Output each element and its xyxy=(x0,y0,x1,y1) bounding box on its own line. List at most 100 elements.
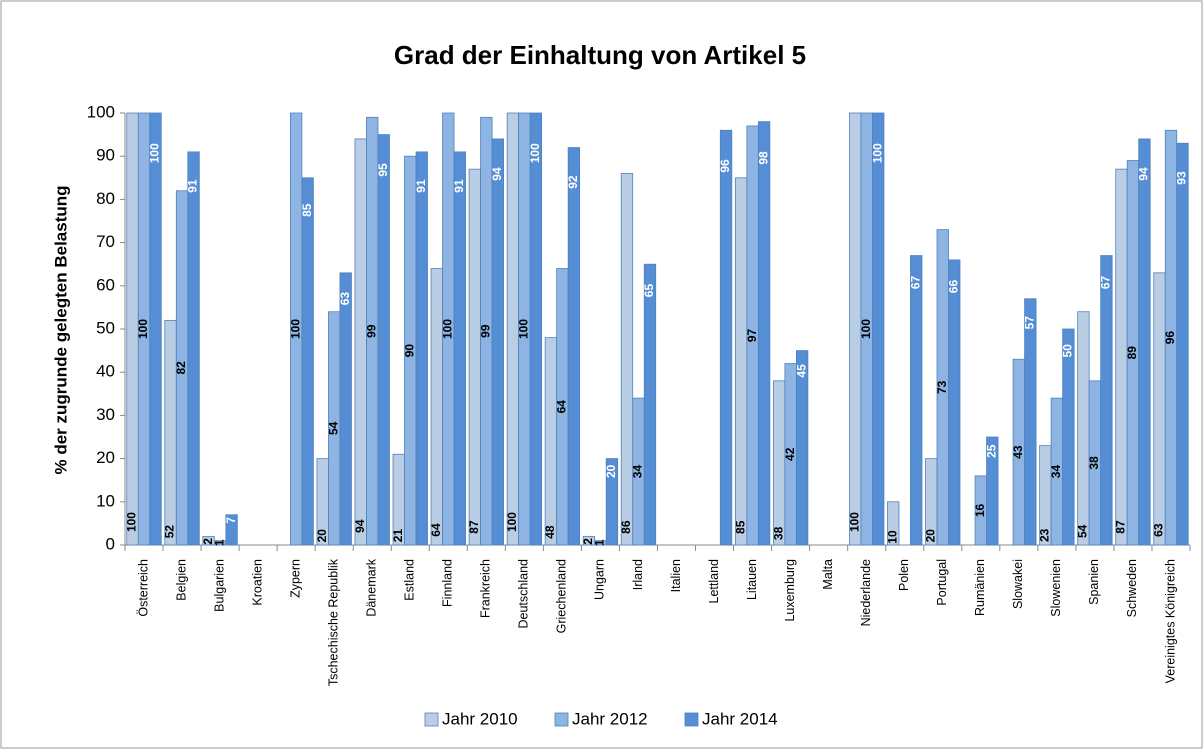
x-tick-label: Vereinigtes Königreich xyxy=(1163,559,1177,683)
bar xyxy=(772,380,786,546)
bar xyxy=(719,129,733,546)
data-label: 20 xyxy=(604,464,618,478)
bar xyxy=(1062,328,1075,546)
data-label: 94 xyxy=(353,519,367,533)
x-tick-label: Ungarn xyxy=(593,559,607,600)
bar xyxy=(468,168,481,546)
data-label: 50 xyxy=(1061,344,1075,358)
x-tick-label: Litauen xyxy=(745,559,759,600)
data-label: 99 xyxy=(479,324,493,338)
data-label: 67 xyxy=(1099,276,1113,290)
x-tick-label: Lettland xyxy=(707,559,721,604)
bar xyxy=(1138,138,1151,546)
x-tick-label: Frankreich xyxy=(479,559,493,618)
data-label: 100 xyxy=(125,512,139,532)
legend-swatch xyxy=(554,712,569,727)
legend-swatch xyxy=(424,712,439,727)
bar xyxy=(149,112,162,546)
data-label: 2 xyxy=(201,538,215,545)
data-label: 10 xyxy=(885,530,899,544)
data-label: 34 xyxy=(631,465,645,479)
x-tick-label: Spanien xyxy=(1087,559,1101,605)
x-tick-label: Estland xyxy=(403,559,417,601)
legend-label: Jahr 2010 xyxy=(442,709,518,728)
x-tick-label: Luxemburg xyxy=(783,559,797,622)
bar xyxy=(872,112,885,546)
x-tick-label: Griechenland xyxy=(555,559,569,633)
data-label: 96 xyxy=(718,159,732,173)
bar xyxy=(529,112,543,546)
data-label: 82 xyxy=(174,361,188,375)
data-label: 87 xyxy=(1114,520,1128,534)
y-tick-label: 70 xyxy=(96,232,115,251)
data-label: 63 xyxy=(338,292,352,306)
x-tick-label: Slowakei xyxy=(1011,559,1025,609)
data-label: 25 xyxy=(984,444,998,458)
data-label: 20 xyxy=(923,529,937,543)
bar xyxy=(986,436,999,546)
data-label: 16 xyxy=(973,503,987,517)
y-tick-label: 100 xyxy=(87,102,115,121)
data-label: 73 xyxy=(935,380,949,394)
data-label: 100 xyxy=(148,143,162,163)
bar xyxy=(187,151,200,546)
data-label: 43 xyxy=(1011,445,1025,459)
bar xyxy=(605,458,619,546)
data-label: 100 xyxy=(440,319,454,339)
bar xyxy=(757,121,771,546)
x-tick-label: Tschechische Republik xyxy=(326,558,340,686)
data-label: 94 xyxy=(1137,167,1151,181)
data-label: 100 xyxy=(859,319,873,339)
bar xyxy=(225,514,238,546)
x-tick-label: Polen xyxy=(897,559,911,591)
data-label: 98 xyxy=(756,151,770,165)
data-label: 66 xyxy=(946,280,960,294)
data-label: 21 xyxy=(391,529,405,543)
data-label: 100 xyxy=(136,319,150,339)
data-label: 20 xyxy=(315,529,329,543)
bar xyxy=(643,263,657,546)
data-label: 100 xyxy=(517,319,531,339)
y-tick-label: 80 xyxy=(96,189,115,208)
data-label: 89 xyxy=(1125,346,1139,360)
data-label: 87 xyxy=(467,520,481,534)
bar xyxy=(339,272,352,546)
data-label: 42 xyxy=(783,447,797,461)
bar xyxy=(620,173,634,546)
bar xyxy=(1077,311,1090,546)
data-label: 63 xyxy=(1152,523,1166,537)
data-label: 100 xyxy=(505,512,519,532)
data-label: 100 xyxy=(528,143,542,163)
bar xyxy=(948,259,961,546)
data-label: 99 xyxy=(364,324,378,338)
x-tick-label: Bulgarien xyxy=(212,559,226,612)
x-tick-label: Finnland xyxy=(441,559,455,607)
data-label: 54 xyxy=(326,421,340,435)
data-label: 85 xyxy=(300,203,314,217)
bar xyxy=(567,147,581,546)
data-label: 54 xyxy=(1076,524,1090,538)
data-label: 91 xyxy=(186,179,200,193)
data-label: 97 xyxy=(745,328,759,342)
x-tick-label: Irland xyxy=(631,559,645,590)
y-tick-label: 40 xyxy=(96,362,115,381)
bar xyxy=(301,177,314,546)
data-label: 48 xyxy=(543,525,557,539)
x-tick-label: Niederlande xyxy=(859,559,873,626)
legend-label: Jahr 2012 xyxy=(572,709,648,728)
data-label: 93 xyxy=(1175,171,1189,185)
data-label: 1 xyxy=(593,539,607,546)
x-tick-label: Italien xyxy=(669,559,683,592)
x-tick-label: Dänemark xyxy=(365,558,379,616)
data-label: 64 xyxy=(555,400,569,414)
y-tick-label: 30 xyxy=(96,405,115,424)
data-label: 65 xyxy=(642,284,656,298)
bar xyxy=(415,151,428,546)
y-axis-label: % der zugrunde gelegten Belastung xyxy=(51,185,70,474)
x-tick-label: Zypern xyxy=(288,559,302,598)
data-label: 64 xyxy=(429,523,443,537)
legend-swatch xyxy=(684,712,699,727)
y-tick-label: 10 xyxy=(96,491,115,510)
bar xyxy=(1176,142,1189,546)
